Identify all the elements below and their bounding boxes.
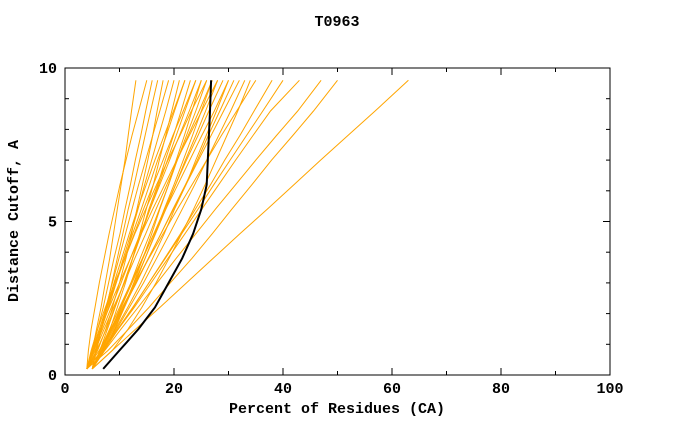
model-curve (91, 80, 186, 369)
model-curve (86, 80, 137, 370)
plot-area: 0 20 40 60 80 100 0 5 10 (39, 61, 624, 398)
x-tick-label: 40 (274, 381, 292, 398)
model-curve (91, 80, 229, 370)
x-tick-label: 20 (165, 381, 183, 398)
y-tick-label: 10 (39, 61, 57, 78)
model-curve (91, 80, 257, 370)
model-curve (91, 80, 251, 370)
model-curve (86, 80, 202, 370)
model-curve (86, 80, 148, 369)
x-tick-label: 80 (492, 381, 510, 398)
model-curve (86, 79, 338, 370)
model-curve (86, 79, 300, 370)
model-curve (91, 80, 219, 370)
y-tick-label: 5 (48, 215, 57, 232)
model-curve (86, 80, 213, 370)
x-tick-label: 100 (596, 381, 623, 398)
model-curve (91, 79, 409, 370)
y-axis-label: Distance Cutoff, A (6, 140, 23, 302)
model-curve (86, 80, 197, 370)
model-curve (86, 80, 229, 370)
x-tick-label: 60 (383, 381, 401, 398)
reference-curve (102, 80, 213, 370)
y-tick-label: 0 (48, 368, 57, 385)
model-curve (86, 80, 208, 370)
model-curve (86, 80, 246, 370)
model-curve (91, 79, 322, 370)
model-curve (91, 80, 213, 370)
model-curve (91, 80, 240, 370)
x-axis-label: Percent of Residues (CA) (229, 401, 445, 418)
model-curve (86, 80, 219, 370)
chart-title: T0963 (314, 14, 359, 31)
x-tick-label: 0 (60, 381, 69, 398)
